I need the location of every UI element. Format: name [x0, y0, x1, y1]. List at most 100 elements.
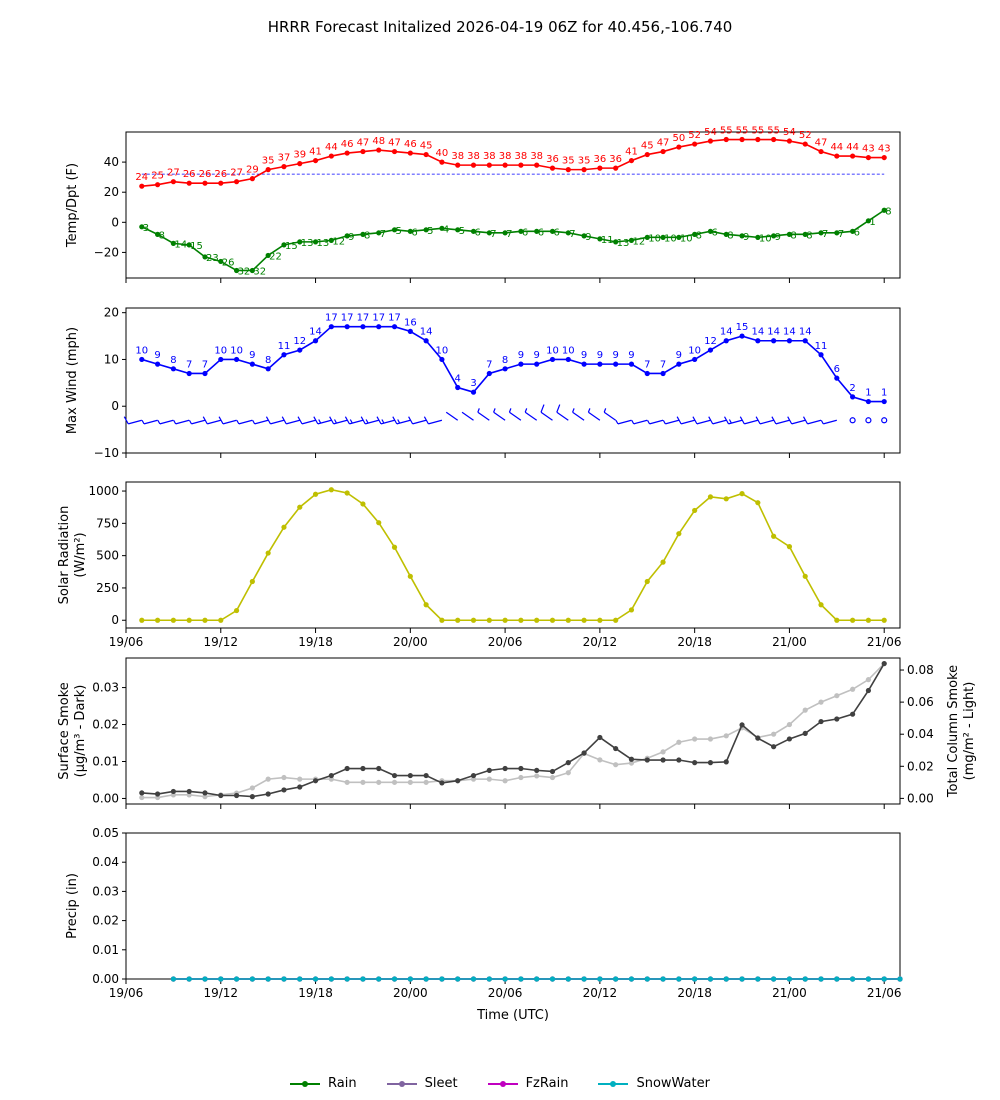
wind-barb-half-flag: [508, 408, 512, 413]
wind-barb-shaft: [428, 419, 443, 425]
precip-snowwater-point: [265, 976, 271, 982]
surface-smoke-point: [628, 756, 635, 762]
dewpoint-point: [486, 230, 492, 236]
temperature-point: [534, 162, 540, 168]
max-wind-point: [328, 324, 334, 330]
y-tick-label: 750: [96, 516, 119, 530]
surface-smoke-point: [597, 734, 603, 741]
solar-radiation-point: [660, 559, 666, 565]
solar-radiation-point: [613, 617, 619, 623]
max-wind-point: [502, 366, 508, 372]
wind-barb-shaft: [238, 419, 253, 425]
y-tick-label: −20: [94, 245, 119, 259]
dewpoint-data-label: 4: [443, 224, 449, 235]
surface-smoke-point: [376, 765, 382, 772]
y-tick-label: 1000: [88, 484, 119, 498]
precip-snowwater-point: [534, 976, 540, 982]
dewpoint-point: [818, 230, 824, 236]
temperature-data-label: 47: [388, 138, 401, 149]
wind-data-label: 9: [676, 350, 682, 361]
surface-smoke-line: [141, 663, 885, 798]
max-wind-point: [597, 361, 603, 367]
max-wind-point: [518, 361, 524, 367]
dewpoint-point: [581, 233, 587, 239]
wind-barb-half-flag: [365, 419, 369, 424]
x-tick-label: 20/18: [677, 986, 712, 1000]
surface-smoke-point: [723, 759, 729, 765]
wind-barb-flag: [376, 416, 382, 425]
total-column-smoke-point: [407, 779, 413, 785]
solar-radiation-point: [297, 504, 303, 510]
dewpoint-data-label: 6: [522, 227, 528, 238]
dewpoint-line: [141, 209, 885, 272]
surface-smoke-point: [534, 767, 540, 773]
max-wind-point: [881, 398, 887, 405]
total-column-smoke-line: [141, 663, 885, 799]
y-tick-label: 0.03: [92, 884, 119, 898]
temperature-point: [786, 138, 793, 144]
dewpoint-point: [739, 233, 745, 239]
wind-data-label: 7: [644, 359, 650, 370]
temperature-data-label: 43: [878, 144, 891, 155]
wind-barb-half-flag: [157, 419, 161, 425]
temperature-data-label: 24: [135, 172, 148, 183]
surface-smoke-point: [518, 765, 524, 772]
solar-radiation-point: [202, 617, 208, 623]
wind-barb-shaft: [191, 419, 206, 425]
legend-label-snowwater: SnowWater: [636, 1076, 710, 1091]
surface-smoke-point: [312, 778, 319, 784]
wind-barb-half-flag: [236, 419, 240, 425]
solar-radiation-point: [834, 617, 840, 623]
y-axis-label: (W/m²): [73, 532, 88, 577]
surface-smoke-point: [818, 718, 824, 725]
surface-smoke-point: [707, 760, 714, 766]
total-column-smoke-point: [139, 794, 145, 801]
wind-barb-flag: [540, 404, 545, 413]
wind-barb-half-flag: [188, 419, 192, 425]
dewpoint-data-label: 9: [743, 232, 749, 243]
wind-barb-shaft: [807, 419, 822, 425]
y-tick-label: 0.01: [92, 943, 119, 957]
wind-barb: [603, 408, 617, 421]
wind-barb-calm: [849, 417, 856, 424]
dewpoint-point: [881, 207, 887, 213]
max-wind-point: [644, 370, 650, 377]
solar-radiation-point: [423, 602, 429, 608]
y-tick-label: 40: [104, 155, 119, 169]
precip-snowwater-point: [771, 976, 777, 982]
surface-smoke-point: [202, 790, 208, 796]
surface-smoke-point: [802, 730, 808, 737]
dewpoint-point: [628, 237, 635, 243]
wind-barb-half-flag: [173, 419, 177, 425]
max-wind-point: [818, 352, 824, 358]
x-tick-label: 19/18: [298, 986, 333, 1000]
wind-barb-shaft: [588, 411, 601, 421]
wind-barb-flag: [771, 416, 777, 425]
wind-barb-shaft: [222, 419, 237, 425]
wind-data-label: 8: [265, 355, 271, 366]
total-column-smoke-point: [391, 779, 398, 785]
wind-barb-shaft: [301, 419, 316, 425]
temperature-data-label: 46: [341, 139, 354, 150]
dewpoint-data-label: 14: [174, 239, 187, 250]
wind-barb-shaft: [540, 411, 553, 421]
wind-barb: [313, 416, 332, 425]
max-wind-point: [455, 384, 461, 391]
dewpoint-point: [186, 242, 192, 248]
total-column-smoke-point: [802, 707, 808, 713]
temperature-point: [502, 162, 508, 168]
precip-snowwater-point: [312, 976, 319, 982]
total-column-smoke-point: [344, 779, 350, 785]
wind-barb: [445, 411, 459, 421]
y-axis-label: Max Wind (mph): [65, 327, 80, 434]
max-wind-point: [312, 338, 319, 344]
precip-snowwater-point: [581, 976, 587, 982]
surface-smoke-point: [850, 711, 856, 717]
wind-data-label: 9: [154, 350, 160, 361]
wind-barb-shaft: [791, 419, 806, 425]
dewpoint-data-label: 6: [553, 227, 559, 238]
wind-data-label: 17: [357, 313, 370, 324]
wind-barb: [173, 419, 190, 425]
wind-barb-shaft: [270, 419, 285, 425]
total-column-smoke-point: [865, 677, 872, 683]
